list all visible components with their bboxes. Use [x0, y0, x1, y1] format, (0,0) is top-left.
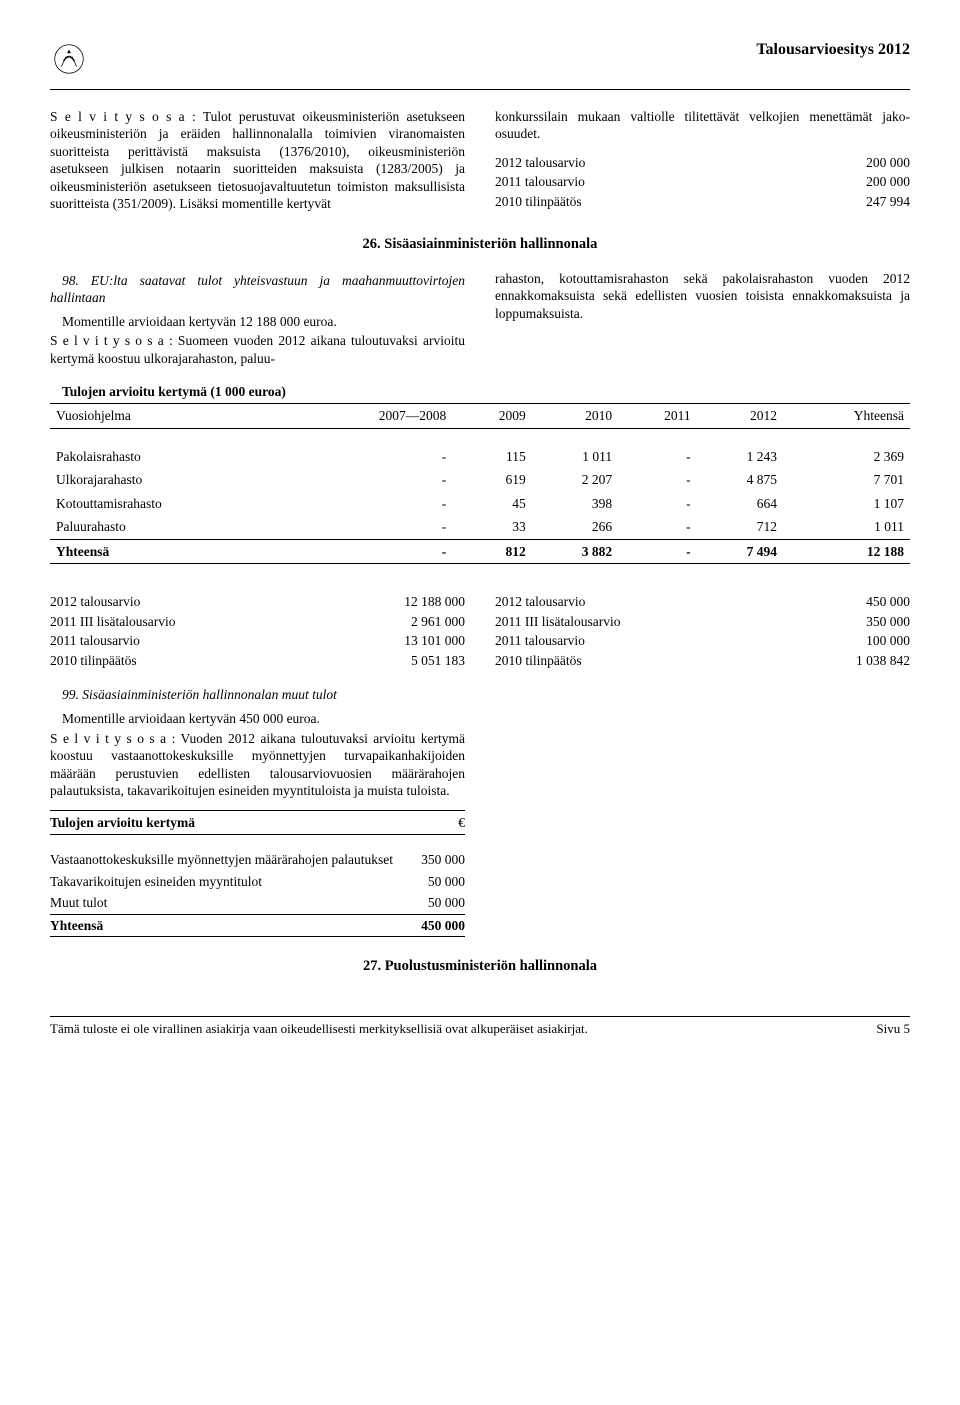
footer-page-number: Sivu 5	[876, 1021, 910, 1038]
kv-value: 350 000	[866, 613, 910, 631]
kv-value: 200 000	[866, 173, 910, 191]
table-row: Kotouttamisrahasto-45398-6641 107	[50, 492, 910, 516]
kv-value: 1 038 842	[856, 652, 910, 670]
table-row: Vastaanottokeskuksille myönnettyjen määr…	[50, 849, 465, 871]
section-27-title: 27. Puolustusministeriön hallinnonala	[50, 957, 910, 976]
kv-value: 5 051 183	[411, 652, 465, 670]
item-98-left: S e l v i t y s o s a : Suomeen vuoden 2…	[50, 332, 465, 367]
kv-label: 2011 III lisätalousarvio	[495, 613, 620, 631]
page-header: Talousarvioesitys 2012	[50, 40, 910, 90]
table-2: Tulojen arvioitu kertymä € Vastaanottoke…	[50, 810, 465, 938]
kv-label: 2011 talousarvio	[495, 173, 585, 191]
kv-label: 2011 talousarvio	[495, 632, 585, 650]
table-row: Vuosiohjelma 2007—2008 2009 2010 2011 20…	[50, 403, 910, 428]
kv-left: 2012 talousarvio 12 188 000 2011 III lisä…	[50, 592, 465, 670]
col-head: 2010	[532, 403, 618, 428]
kv-label: 2010 tilinpäätös	[495, 193, 582, 211]
block-a: S e l v i t y s o s a : Tulot perustuvat…	[50, 108, 910, 215]
item-98-line1: Momentille arvioidaan kertyvän 12 188 00…	[50, 313, 465, 331]
item-98-right: rahaston, kotouttamisrahaston sekä pakol…	[495, 270, 910, 323]
footer-disclaimer: Tämä tuloste ei ole virallinen asiakirja…	[50, 1021, 588, 1038]
col-head: 2009	[452, 403, 532, 428]
col-head: 2011	[618, 403, 697, 428]
kv-value: 2 961 000	[411, 613, 465, 631]
item-99-para: S e l v i t y s o s a : Vuoden 2012 aika…	[50, 730, 465, 800]
kv-right: 2012 talousarvio 450 000 2011 III lisätal…	[495, 592, 910, 670]
table-row: Pakolaisrahasto-1151 011-1 2432 369	[50, 445, 910, 469]
block-a-right-text: konkurssilain mukaan valtiolle tilitettä…	[495, 108, 910, 143]
crest-icon	[50, 40, 88, 83]
kv-label: 2011 III lisätalousarvio	[50, 613, 175, 631]
kv-label: 2012 talousarvio	[495, 593, 585, 611]
table-1-caption: Tulojen arvioitu kertymä (1 000 euroa)	[50, 383, 910, 401]
item-98-heading: 98. EU:lta saatavat tulot yhteisvastuun …	[50, 272, 465, 307]
col-head: 2012	[697, 403, 783, 428]
table-1-data: Vuosiohjelma 2007—2008 2009 2010 2011 20…	[50, 403, 910, 564]
kv-label: 2012 talousarvio	[495, 154, 585, 172]
section-26-kv-pair: 2012 talousarvio 12 188 000 2011 III lisä…	[50, 582, 910, 670]
table-row: Takavarikoitujen esineiden myyntitulot50…	[50, 871, 465, 893]
block-a-left-text: S e l v i t y s o s a : Tulot perustuvat…	[50, 108, 465, 213]
kv-label: 2011 talousarvio	[50, 632, 140, 650]
page-footer: Tämä tuloste ei ole virallinen asiakirja…	[50, 1016, 910, 1038]
section-26-item-99: 99. Sisäasiainministeriön hallinnonalan …	[50, 684, 910, 937]
kv-value: 13 101 000	[404, 632, 465, 650]
kv-value: 200 000	[866, 154, 910, 172]
block-a-kv: 2012 talousarvio 200 000 2011 talousarvio…	[495, 153, 910, 212]
item-99-line1: Momentille arvioidaan kertyvän 450 000 e…	[50, 710, 465, 728]
table-2-unit: €	[418, 810, 465, 835]
item-99-heading: 99. Sisäasiainministeriön hallinnonalan …	[50, 686, 465, 704]
col-head: Yhteensä	[783, 403, 910, 428]
kv-value: 247 994	[866, 193, 910, 211]
kv-value: 12 188 000	[404, 593, 465, 611]
kv-label: 2010 tilinpäätös	[50, 652, 137, 670]
col-head: Vuosiohjelma	[50, 403, 290, 428]
table-row: Tulojen arvioitu kertymä €	[50, 810, 465, 835]
kv-value: 450 000	[866, 593, 910, 611]
table-total-row: Yhteensä-8123 882-7 49412 188	[50, 539, 910, 564]
table-row: Ulkorajarahasto-6192 207-4 8757 701	[50, 468, 910, 492]
table-2-caption: Tulojen arvioitu kertymä	[50, 810, 418, 835]
table-1: Tulojen arvioitu kertymä (1 000 euroa) V…	[50, 383, 910, 564]
col-head: 2007—2008	[290, 403, 452, 428]
table-row: Paluurahasto-33266-7121 011	[50, 515, 910, 539]
document-title: Talousarvioesitys 2012	[756, 40, 910, 61]
kv-value: 100 000	[866, 632, 910, 650]
section-26-item-98: 98. EU:lta saatavat tulot yhteisvastuun …	[50, 270, 910, 370]
table-total-row: Yhteensä450 000	[50, 914, 465, 937]
kv-label: 2012 talousarvio	[50, 593, 140, 611]
table-row: Muut tulot50 000	[50, 892, 465, 914]
kv-label: 2010 tilinpäätös	[495, 652, 582, 670]
section-26-title: 26. Sisäasiainministeriön hallinnonala	[50, 235, 910, 254]
